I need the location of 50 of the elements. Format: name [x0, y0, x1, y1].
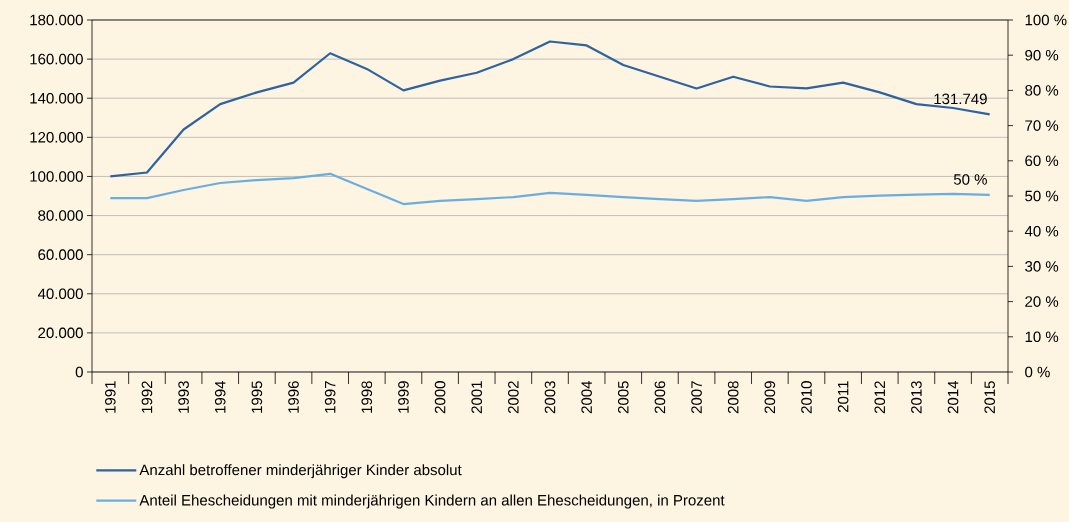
y-tick-label: 180.000 — [30, 14, 83, 26]
x-tick-label: 2003 — [544, 381, 556, 414]
x-tick-label: 2008 — [727, 381, 739, 414]
y2-tick-label: 70 % — [1025, 120, 1059, 131]
y2-tick-label: 30 % — [1025, 261, 1059, 272]
y2-tick-label: 50 % — [1025, 190, 1059, 202]
y-tick-label: 0 — [75, 366, 83, 378]
x-tick-label: 1998 — [361, 381, 373, 413]
x-tick-label: 2007 — [691, 381, 702, 414]
y2-tick-label: 40 % — [1024, 225, 1059, 237]
y2-tick-label: 0 % — [1025, 366, 1050, 378]
y-tick-label: 40.000 — [37, 288, 83, 300]
y2-tick-label: 80 % — [1025, 85, 1059, 96]
x-tick-label: 1999 — [398, 381, 409, 413]
legend-label: Anzahl betroffener minderjähriger Kinder absolut — [139, 464, 462, 479]
y-tick-label: 100.000 — [30, 171, 83, 182]
x-tick-label: 2015 — [984, 381, 995, 414]
x-tick-label: 2011 — [837, 381, 849, 413]
y2-tick-label: 10 % — [1025, 331, 1059, 343]
x-tick-label: 1996 — [288, 381, 299, 413]
x-tick-label: 2001 — [471, 381, 483, 414]
y-tick-label: 80.000 — [38, 210, 83, 221]
x-tick-label: 2002 — [508, 381, 519, 414]
x-tick-label: 1994 — [214, 380, 226, 413]
y-tick-label: 140.000 — [30, 92, 83, 104]
x-tick-label: 2012 — [874, 381, 886, 414]
annotation: 131.749 — [934, 93, 987, 105]
x-tick-label: 2013 — [911, 381, 922, 414]
y2-tick-label: 20 % — [1025, 296, 1059, 307]
y-tick-label: 120.000 — [30, 132, 83, 143]
x-tick-label: 1995 — [251, 381, 263, 413]
x-tick-label: 2000 — [434, 381, 446, 414]
y2-tick-label: 100 % — [1025, 14, 1067, 26]
x-tick-label: 1991 — [105, 381, 116, 413]
annotation: 50 % — [953, 174, 987, 185]
x-tick-label: 2004 — [581, 380, 592, 414]
x-tick-label: 2014 — [947, 380, 959, 414]
x-tick-label: 2005 — [617, 381, 629, 414]
legend-label: Anteil Ehescheidungen mit minderjährigen Kindern an allen Ehescheidungen, in Prozent — [139, 494, 725, 509]
x-tick-label: 1992 — [141, 381, 153, 413]
y2-tick-label: 90 % — [1025, 49, 1059, 61]
x-tick-label: 2006 — [654, 381, 666, 414]
y-tick-label: 20.000 — [38, 327, 83, 339]
x-tick-label: 2009 — [764, 381, 776, 414]
y-tick-label: 160.000 — [30, 53, 83, 65]
x-tick-label: 1993 — [178, 381, 189, 413]
y2-tick-label: 60 % — [1025, 155, 1059, 167]
y-tick-label: 60.000 — [38, 249, 83, 260]
x-tick-label: 1997 — [324, 381, 336, 413]
x-tick-label: 2010 — [801, 381, 812, 414]
